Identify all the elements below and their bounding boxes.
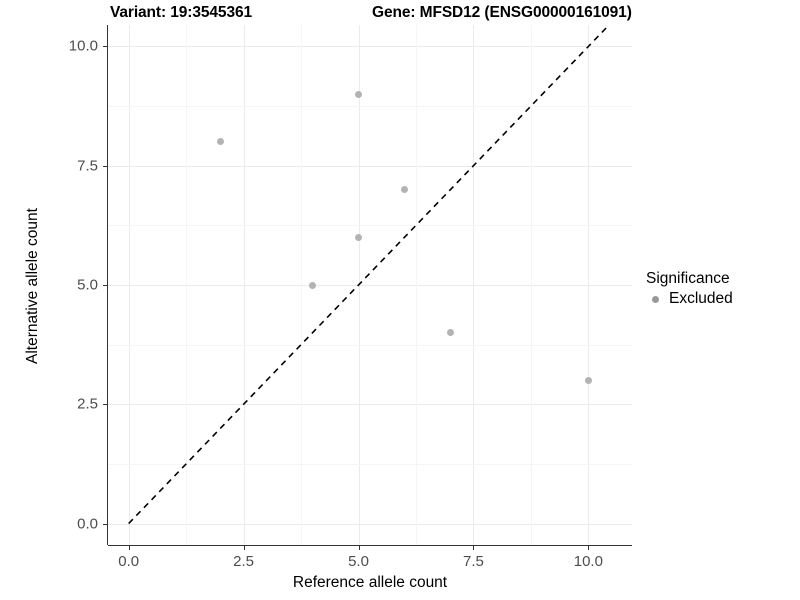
legend-dot-icon <box>651 295 659 303</box>
y-tick <box>103 165 107 167</box>
identity-reference-line <box>128 25 610 525</box>
gridline <box>108 106 632 108</box>
legend-key <box>646 290 664 308</box>
x-tick <box>473 546 475 550</box>
gridline <box>108 344 632 346</box>
data-point <box>584 376 592 384</box>
y-tick-label: 10.0 <box>68 37 98 55</box>
data-point <box>309 281 317 289</box>
x-tick-label: 7.5 <box>462 553 484 570</box>
gridline <box>473 25 475 545</box>
gridline <box>243 25 245 545</box>
y-tick-label: 2.5 <box>77 395 98 413</box>
gridline <box>588 25 590 545</box>
x-tick-label: 5.0 <box>348 553 369 570</box>
gridline <box>108 165 632 167</box>
x-tick <box>588 546 590 550</box>
x-tick-label: 2.5 <box>233 553 255 570</box>
gene-title: Gene: MFSD12 (ENSG00000161091) <box>372 4 632 21</box>
gridline <box>108 523 632 525</box>
y-tick-label: 5.0 <box>77 276 98 294</box>
gridline <box>108 46 632 48</box>
x-axis-line <box>108 545 632 546</box>
x-tick <box>358 546 360 550</box>
gridline <box>108 404 632 406</box>
gridline <box>530 25 532 545</box>
x-tick <box>243 546 245 550</box>
gridline <box>186 25 188 545</box>
y-axis-tick-labels: 0.0 2.5 5.0 7.5 10.0 <box>0 0 98 600</box>
variant-title: Variant: 19:3545361 <box>110 4 253 21</box>
legend-item-label: Excluded <box>669 290 733 307</box>
gridline <box>108 225 632 227</box>
legend-title: Significance <box>646 270 730 287</box>
gridline <box>108 285 632 286</box>
data-point <box>446 329 454 337</box>
y-tick <box>103 285 107 286</box>
x-tick-label: 0.0 <box>118 553 140 570</box>
legend-items: Excluded <box>646 290 796 308</box>
y-tick-label: 0.0 <box>77 515 98 533</box>
gridline <box>415 25 417 545</box>
data-point <box>355 233 362 241</box>
data-point <box>355 90 362 98</box>
y-tick-label: 7.5 <box>77 157 98 175</box>
legend-item[interactable]: Excluded <box>646 290 796 308</box>
legend: Significance Excluded <box>646 270 796 308</box>
y-tick <box>103 523 107 525</box>
data-point <box>400 186 408 194</box>
gridline <box>108 463 632 465</box>
y-tick <box>103 46 107 48</box>
gridline <box>128 25 130 545</box>
gridline <box>301 25 303 545</box>
y-tick <box>103 404 107 406</box>
x-tick <box>128 546 130 550</box>
x-axis-label: Reference allele count <box>292 574 448 591</box>
y-axis-label: Alternative allele count <box>24 208 41 364</box>
plot-panel <box>108 25 632 545</box>
data-point <box>217 138 225 146</box>
x-tick-label: 10.0 <box>573 553 603 570</box>
y-axis-line <box>107 25 108 545</box>
